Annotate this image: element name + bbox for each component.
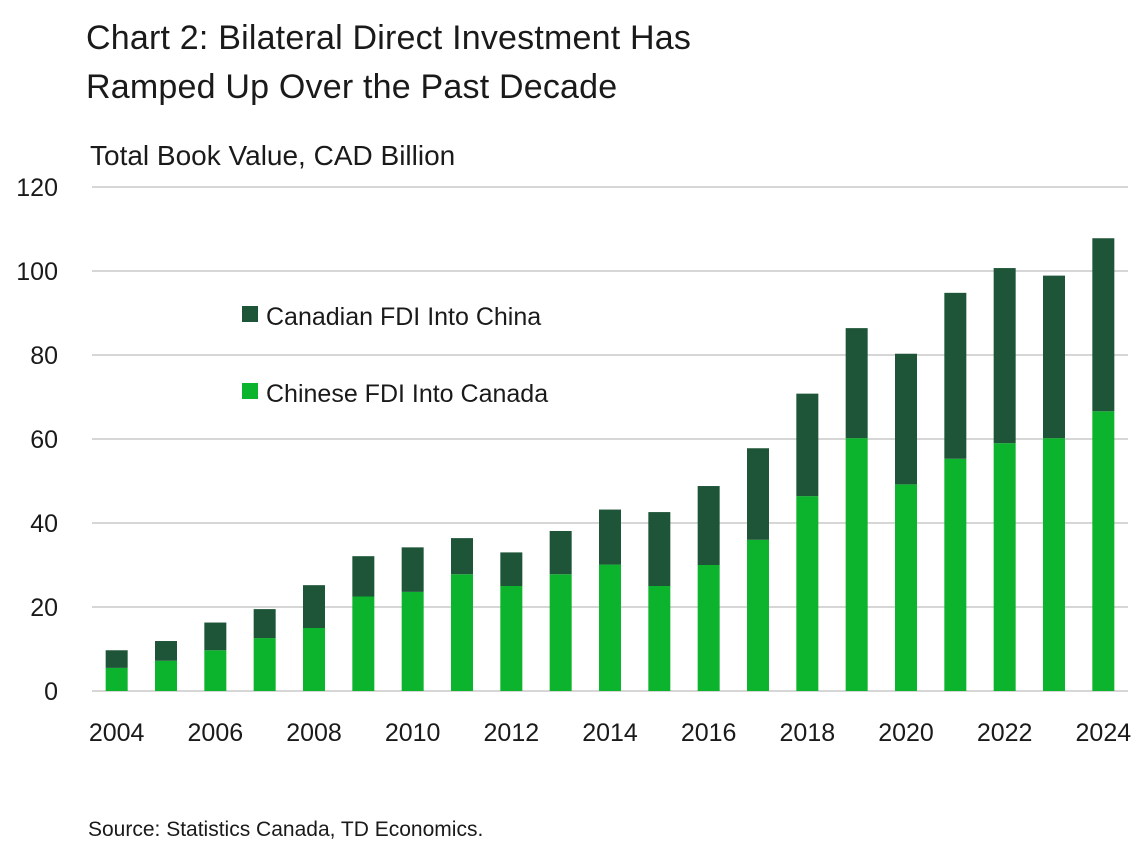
bar-canadian-fdi-2021 (944, 292, 967, 459)
x-tick-label: 2010 (385, 719, 441, 747)
bar-canadian-fdi-2024 (1092, 238, 1115, 412)
bar-chinese-fdi-2007 (253, 638, 276, 691)
bar-canadian-fdi-2019 (845, 328, 868, 439)
bar-chinese-fdi-2009 (352, 596, 375, 691)
bar-canadian-fdi-2014 (599, 509, 621, 565)
bar-chinese-fdi-2012 (500, 586, 523, 691)
bar-chinese-fdi-2015 (648, 586, 671, 691)
legend-label-chinese-fdi: Chinese FDI Into Canada (266, 380, 548, 408)
bar-chinese-fdi-2024 (1092, 411, 1115, 691)
bar-canadian-fdi-2020 (895, 353, 917, 485)
bar-canadian-fdi-2007 (253, 609, 276, 639)
x-tick-label: 2012 (484, 719, 540, 747)
bar-chinese-fdi-2014 (599, 564, 621, 691)
chart-title: Chart 2: Bilateral Direct Investment Has… (86, 14, 691, 112)
bar-chinese-fdi-2004 (105, 667, 128, 691)
y-tick-label: 100 (16, 258, 58, 286)
x-tick-label: 2024 (1076, 719, 1132, 747)
bar-canadian-fdi-2010 (401, 547, 424, 592)
legend-label-canadian-fdi: Canadian FDI Into China (266, 303, 541, 331)
bar-canadian-fdi-2012 (500, 552, 523, 586)
bar-canadian-fdi-2022 (993, 268, 1016, 444)
bar-canadian-fdi-2016 (697, 486, 720, 565)
bar-canadian-fdi-2018 (796, 393, 819, 497)
x-tick-label: 2004 (89, 719, 145, 747)
x-tick-label: 2006 (188, 719, 244, 747)
bar-canadian-fdi-2008 (303, 585, 325, 628)
bar-chinese-fdi-2011 (451, 574, 473, 691)
y-tick-label: 40 (30, 510, 58, 538)
x-tick-label: 2014 (582, 719, 638, 747)
x-tick-label: 2020 (878, 719, 934, 747)
bar-canadian-fdi-2009 (352, 556, 375, 597)
bar-canadian-fdi-2017 (747, 448, 769, 540)
bar-canadian-fdi-2023 (1043, 275, 1065, 439)
x-tick-label: 2008 (286, 719, 342, 747)
bar-chinese-fdi-2013 (549, 574, 572, 691)
y-tick-label: 0 (44, 678, 58, 706)
bar-chinese-fdi-2018 (796, 496, 819, 691)
bar-canadian-fdi-2015 (648, 512, 671, 586)
bar-canadian-fdi-2005 (155, 641, 177, 661)
bar-chinese-fdi-2010 (401, 591, 424, 691)
bar-chinese-fdi-2006 (204, 650, 227, 691)
chart-title-line-2: Ramped Up Over the Past Decade (86, 68, 618, 106)
bar-canadian-fdi-2006 (204, 622, 227, 651)
x-tick-label: 2016 (681, 719, 737, 747)
chart-title-line-1: Chart 2: Bilateral Direct Investment Has (86, 19, 692, 57)
legend-swatch-chinese-fdi (242, 383, 258, 399)
bar-chinese-fdi-2022 (993, 443, 1016, 691)
bar-chinese-fdi-2016 (697, 565, 720, 691)
bar-canadian-fdi-2011 (451, 538, 473, 575)
y-tick-label: 80 (30, 342, 58, 370)
y-axis-label: Total Book Value, CAD Billion (90, 140, 456, 171)
bar-canadian-fdi-2004 (105, 650, 128, 668)
y-tick-label: 20 (30, 594, 58, 622)
bar-chinese-fdi-2019 (845, 438, 868, 691)
y-tick-label: 120 (16, 174, 58, 202)
bar-chinese-fdi-2008 (303, 628, 325, 691)
legend-swatch-canadian-fdi (242, 306, 258, 322)
source-note: Source: Statistics Canada, TD Economics. (88, 818, 484, 841)
bar-chinese-fdi-2023 (1043, 438, 1065, 691)
x-axis-ticks: 2004 2006 2008 2010 2012 2014 2016 2018 2020 2022… (89, 719, 1131, 747)
bar-chinese-fdi-2020 (895, 484, 917, 691)
y-axis-ticks: 0 20 40 60 80 100 120 (16, 174, 58, 706)
y-tick-label: 60 (30, 426, 58, 454)
bar-canadian-fdi-2013 (549, 530, 572, 575)
bars (105, 238, 1115, 691)
x-tick-label: 2022 (977, 719, 1033, 747)
bar-chinese-fdi-2021 (944, 458, 967, 691)
bar-chinese-fdi-2017 (747, 539, 769, 691)
x-tick-label: 2018 (780, 719, 836, 747)
bar-chinese-fdi-2005 (155, 660, 177, 691)
legend: Canadian FDI Into China Chinese FDI Into… (242, 303, 548, 408)
